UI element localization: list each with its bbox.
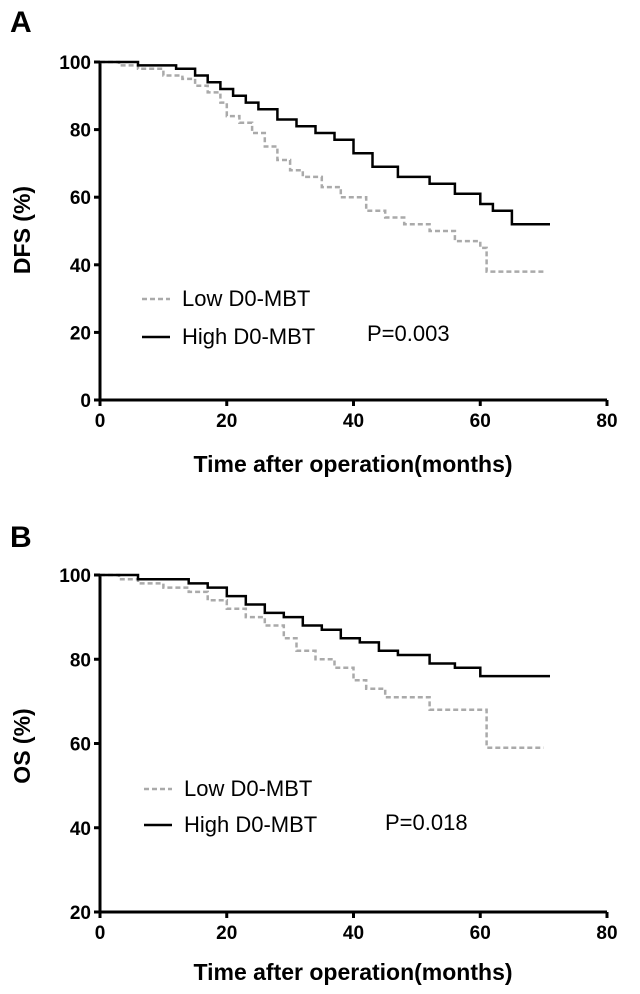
y-tick-label: 60 (70, 735, 91, 756)
series-line-low-d0-mbt (100, 573, 544, 749)
x-tick-label: 60 (470, 411, 491, 432)
y-tick-label: 80 (70, 650, 91, 671)
panel-b-x-axis-title: Time after operation(months) (193, 959, 512, 985)
x-tick-label: 0 (95, 923, 106, 944)
panel-a-p-value: P=0.003 (367, 321, 450, 346)
panel-a-y-axis-title: DFS (%) (9, 186, 35, 274)
panel-b-letter: B (10, 521, 32, 554)
y-tick-label: 80 (70, 121, 91, 142)
x-tick-label: 20 (216, 923, 237, 944)
series-line-high-d0-mbt (100, 60, 550, 226)
panel-a-x-axis-title: Time after operation(months) (193, 451, 512, 477)
y-tick-label: 60 (70, 188, 91, 209)
y-tick-label: 100 (59, 53, 91, 74)
x-tick-label: 0 (95, 411, 106, 432)
legend-label: High D0-MBT (184, 812, 317, 837)
series-line-high-d0-mbt (100, 573, 550, 678)
x-tick-label: 40 (343, 411, 364, 432)
y-tick-label: 100 (59, 566, 91, 587)
panel-a-letter: A (10, 6, 32, 39)
x-tick-label: 80 (596, 411, 617, 432)
y-tick-label: 0 (80, 391, 91, 412)
series-line-low-d0-mbt (100, 60, 544, 273)
x-tick-label: 60 (470, 923, 491, 944)
panel-a-series (100, 60, 550, 273)
panel-b-series (100, 573, 550, 749)
legend-label: High D0-MBT (182, 324, 315, 349)
legend-label: Low D0-MBT (182, 286, 310, 311)
y-tick-label: 20 (70, 323, 91, 344)
x-tick-label: 20 (216, 411, 237, 432)
panel-b-legend: Low D0-MBT High D0-MBT (144, 776, 317, 837)
y-tick-label: 40 (70, 256, 91, 277)
panel-b-p-value: P=0.018 (385, 810, 468, 835)
x-tick-label: 40 (343, 923, 364, 944)
y-tick-label: 40 (70, 819, 91, 840)
legend-label: Low D0-MBT (184, 776, 312, 801)
y-tick-label: 20 (70, 903, 91, 924)
panel-a-axes: 0 20 40 60 80 100 0 20 40 60 80 (59, 53, 617, 432)
panel-b-y-axis-title: OS (%) (9, 708, 35, 783)
panel-a: A 0 20 40 60 80 100 0 20 40 60 80 Low D0-MBT High D… (9, 6, 618, 477)
x-tick-label: 80 (596, 923, 617, 944)
panel-a-legend: Low D0-MBT High D0-MBT (142, 286, 315, 349)
